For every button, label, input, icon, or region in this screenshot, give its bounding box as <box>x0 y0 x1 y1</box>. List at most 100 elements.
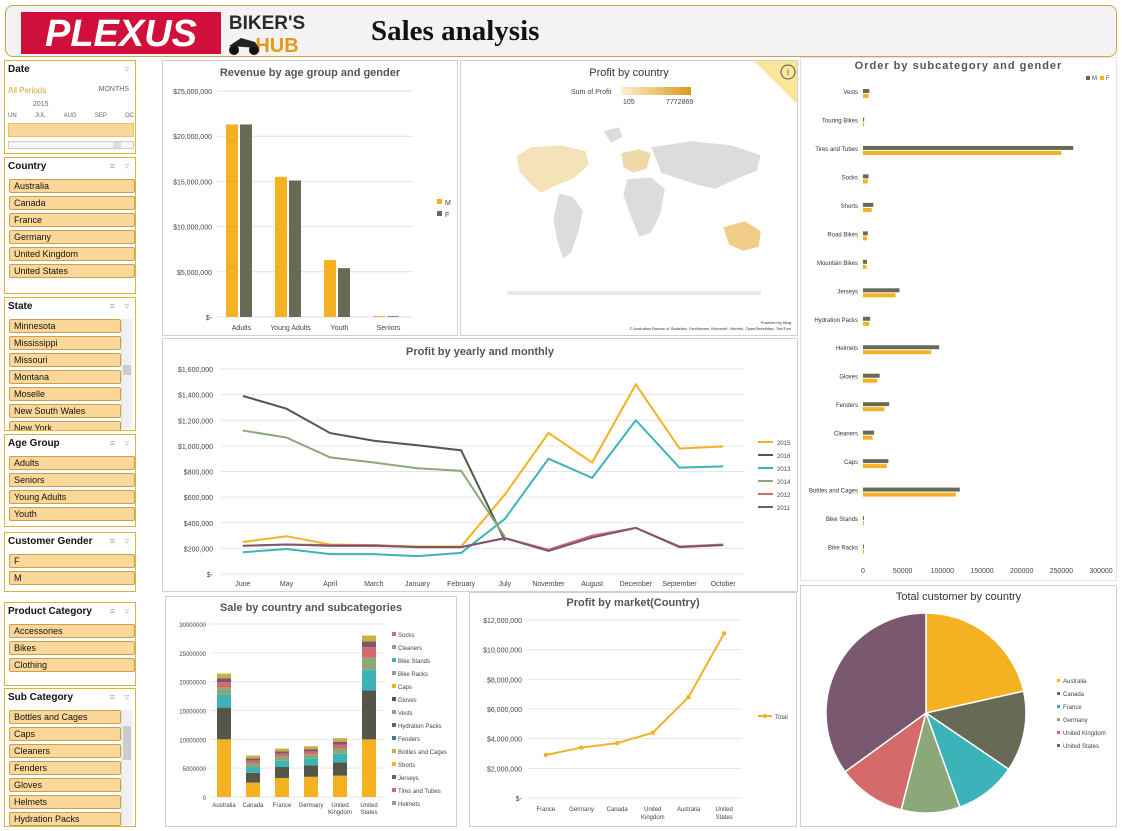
subcategory-gender-chart: Order by subcategory and gender M F Vests T… <box>800 57 1117 581</box>
map-credit: © Australian Bureau of Statistics, GeoNa… <box>629 326 791 331</box>
slicer-item[interactable]: Minnesota <box>9 319 121 333</box>
timeline-scrollbar[interactable] <box>8 141 134 149</box>
legend-swatch <box>392 762 396 766</box>
slicer-item[interactable]: Gloves <box>9 778 121 792</box>
slicer-item[interactable]: Cleaners <box>9 744 121 758</box>
slicer-item[interactable]: Montana <box>9 370 121 384</box>
y-tick-label: $800,000 <box>184 470 213 477</box>
y-tick-label: Jerseys <box>837 289 858 295</box>
slicer-item[interactable]: Moselle <box>9 387 121 401</box>
bar-F <box>863 350 932 355</box>
pie-slice <box>844 711 928 811</box>
x-tick-label: Kingdom <box>328 810 352 816</box>
slicer-item[interactable]: United Kingdom <box>9 247 135 261</box>
month-label: SEP <box>94 113 107 119</box>
y-tick-label: Cleaners <box>834 432 858 438</box>
stack-segment <box>304 749 318 752</box>
slicer-item[interactable]: Fenders <box>9 761 121 775</box>
multi-select-icon[interactable]: ≡ <box>109 692 115 702</box>
multi-select-icon[interactable]: ≡ <box>109 606 115 616</box>
stack-segment <box>362 670 376 691</box>
time-level-select[interactable]: MONTHS <box>98 86 129 93</box>
legend-label: Shorts <box>398 763 415 769</box>
legend-label: Germany <box>1063 718 1088 724</box>
slicer-item[interactable]: Caps <box>9 727 121 741</box>
slicer-item[interactable]: Youth <box>9 507 135 521</box>
multi-select-icon[interactable]: ≡ <box>109 536 115 546</box>
slicer-item[interactable]: Canada <box>9 196 135 210</box>
bar-M <box>863 373 880 378</box>
slicer-item[interactable]: United States <box>9 264 135 278</box>
x-tick-label: October <box>711 581 737 588</box>
y-tick-label: $8,000,000 <box>487 677 522 684</box>
north-america <box>515 144 590 194</box>
svg-text:HUB: HUB <box>255 35 298 56</box>
multi-select-icon[interactable]: ≡ <box>109 301 115 311</box>
y-tick-label: $1,200,000 <box>178 418 213 425</box>
slicer-item[interactable]: Mississippi <box>9 336 121 350</box>
multi-select-icon[interactable]: ≡ <box>109 161 115 171</box>
legend-label: Vests <box>398 711 413 717</box>
multi-select-icon[interactable]: ≡ <box>109 438 115 448</box>
slicer-item[interactable]: M <box>9 571 135 585</box>
timeline-bar[interactable] <box>8 123 134 137</box>
clear-filter-icon[interactable]: ▿ <box>124 536 129 546</box>
clear-filter-icon[interactable]: ▿ <box>124 438 129 448</box>
slicer-item[interactable]: Adults <box>9 456 135 470</box>
clear-filter-icon[interactable]: ▿ <box>124 161 129 171</box>
svg-text:BIKER'S: BIKER'S <box>229 13 305 34</box>
y-tick-label: $- <box>516 796 523 803</box>
stack-segment <box>362 739 376 797</box>
slicer-item[interactable]: Helmets <box>9 795 121 809</box>
slicer-item[interactable]: Australia <box>9 179 135 193</box>
legend-swatch <box>392 645 396 649</box>
legend-min: 105 <box>623 99 635 106</box>
x-tick-label: September <box>662 581 697 588</box>
bar-F <box>338 268 350 317</box>
x-tick-label: Germany <box>569 807 594 813</box>
slicer-item[interactable]: Hydration Packs <box>9 812 121 826</box>
slicer-item[interactable]: Missouri <box>9 353 121 367</box>
legend-label: Cleaners <box>398 646 422 652</box>
x-tick-label: United <box>331 803 348 809</box>
sub-category-scrollbar[interactable] <box>121 710 132 825</box>
stack-segment <box>246 767 260 773</box>
slicer-item[interactable]: New York <box>9 421 121 430</box>
series-line-2014 <box>242 429 506 538</box>
slicer-item[interactable]: France <box>9 213 135 227</box>
slicer-item[interactable]: Young Adults <box>9 490 135 504</box>
legend-swatch <box>392 671 396 675</box>
clear-filter-icon[interactable]: ▿ <box>124 606 129 616</box>
state-scrollbar[interactable] <box>121 319 132 429</box>
clear-filter-icon[interactable]: ▿ <box>124 692 129 702</box>
bar-F <box>863 549 864 554</box>
slicer-item[interactable]: Seniors <box>9 473 135 487</box>
chart-title: Profit by country <box>589 67 669 79</box>
clear-filter-icon[interactable]: ▿ <box>124 301 129 311</box>
slicer-item[interactable]: Accessories <box>9 624 135 638</box>
slicer-item[interactable]: New South Wales <box>9 404 121 418</box>
legend-label: Bottles and Cages <box>398 750 447 756</box>
stack-segment <box>304 758 318 766</box>
y-tick-label: Socks <box>842 175 858 181</box>
slicer-item[interactable]: Germany <box>9 230 135 244</box>
data-point <box>650 730 656 735</box>
chart-title: Profit by market(Country) <box>566 597 700 609</box>
slicer-item[interactable]: Clothing <box>9 658 135 672</box>
series-line-2013 <box>242 418 724 558</box>
info-corner <box>754 61 797 104</box>
slicer-item[interactable]: Bikes <box>9 641 135 655</box>
slicer-item[interactable]: F <box>9 554 135 568</box>
date-timeline[interactable]: Date ▿ All Periods MONTHS 2015 UN JUL AU… <box>4 60 136 154</box>
y-tick-label: $1,400,000 <box>178 393 213 400</box>
clear-filter-icon[interactable]: ▿ <box>124 64 129 74</box>
age-group-title: Age Group <box>8 438 60 449</box>
plexus-logo: PLEXUS BIKER'S HUB <box>21 12 305 56</box>
legend-label: 2016 <box>777 454 791 460</box>
info-icon <box>780 64 796 80</box>
slicer-item[interactable]: Bottles and Cages <box>9 710 121 724</box>
legend-swatch <box>1100 76 1104 80</box>
state-title: State <box>8 301 33 312</box>
pie-slice <box>825 612 927 773</box>
y-tick-label: $1,600,000 <box>178 367 213 374</box>
